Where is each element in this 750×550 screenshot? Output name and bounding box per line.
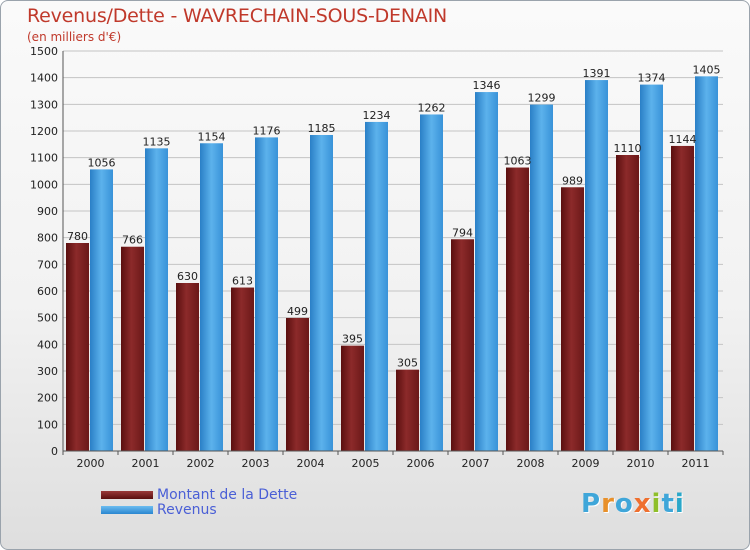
data-label-revenue: 1185 bbox=[308, 122, 336, 135]
bar-debt bbox=[231, 287, 254, 451]
bar-revenue bbox=[695, 76, 718, 451]
bar-debt bbox=[451, 239, 474, 451]
x-tick-label: 2007 bbox=[462, 457, 490, 470]
bar-debt bbox=[176, 283, 199, 451]
y-tick-label: 200 bbox=[37, 392, 58, 405]
x-tick-label: 2001 bbox=[132, 457, 160, 470]
data-label-debt: 780 bbox=[67, 230, 88, 243]
legend-label-debt: Montant de la Dette bbox=[157, 486, 298, 503]
axes: 0 100 200 300 400 500 600 700 800 900 1000 1100 1200… bbox=[30, 45, 724, 470]
legend-item-revenue: Revenus bbox=[101, 501, 297, 518]
y-tick-label: 1000 bbox=[30, 178, 58, 191]
bar-debt bbox=[286, 317, 309, 451]
bar-revenue bbox=[640, 84, 663, 451]
y-tick-label: 1400 bbox=[30, 72, 58, 85]
data-label-revenue: 1374 bbox=[638, 72, 666, 85]
bar-revenue bbox=[145, 148, 168, 452]
bar-debt bbox=[561, 187, 584, 451]
bar-debt bbox=[66, 243, 89, 451]
bar-revenue bbox=[200, 143, 223, 451]
data-label-revenue: 1234 bbox=[363, 109, 391, 122]
bar-debt bbox=[121, 246, 144, 451]
data-label-revenue: 1299 bbox=[528, 92, 556, 105]
data-label-debt: 1144 bbox=[669, 133, 697, 146]
bar-revenue bbox=[585, 80, 608, 452]
y-tick-label: 1200 bbox=[30, 125, 58, 138]
proxiti-logo: Proxiti bbox=[581, 489, 685, 519]
data-label-debt: 989 bbox=[562, 174, 583, 187]
y-tick-label: 100 bbox=[37, 418, 58, 431]
legend-item-debt: Montant de la Dette bbox=[101, 486, 298, 503]
y-tick-label: 1100 bbox=[30, 152, 58, 165]
data-label-debt: 613 bbox=[232, 275, 253, 288]
data-label-revenue: 1176 bbox=[253, 124, 281, 137]
y-tick-label: 300 bbox=[37, 365, 58, 378]
y-tick-label: 900 bbox=[37, 205, 58, 218]
bar-debt bbox=[616, 155, 639, 451]
data-label-revenue: 1056 bbox=[88, 156, 116, 169]
data-label-debt: 766 bbox=[122, 234, 143, 247]
data-label-debt: 794 bbox=[452, 226, 473, 239]
x-tick-label: 2003 bbox=[242, 457, 270, 470]
chart-title: Revenus/Dette - WAVRECHAIN-SOUS-DENAIN bbox=[27, 5, 448, 27]
data-label-debt: 305 bbox=[397, 357, 418, 370]
data-label-revenue: 1391 bbox=[583, 67, 611, 80]
x-tick-label: 2010 bbox=[627, 457, 655, 470]
data-label-debt: 395 bbox=[342, 333, 363, 346]
bar-debt bbox=[506, 167, 529, 452]
legend: Montant de la Dette Revenus bbox=[101, 486, 298, 518]
legend-swatch-revenue bbox=[101, 505, 153, 514]
grid-lines bbox=[63, 50, 723, 452]
data-label-debt: 630 bbox=[177, 270, 198, 283]
x-tick-label: 2005 bbox=[352, 457, 380, 470]
data-label-revenue: 1346 bbox=[473, 79, 501, 92]
bar-debt bbox=[341, 345, 364, 451]
y-tick-label: 600 bbox=[37, 285, 58, 298]
data-label-revenue: 1135 bbox=[143, 135, 171, 148]
data-label-revenue: 1405 bbox=[693, 63, 721, 76]
bar-revenue bbox=[365, 121, 388, 451]
data-label-debt: 499 bbox=[287, 305, 308, 318]
bar-revenue bbox=[255, 137, 278, 451]
y-tick-label: 1500 bbox=[30, 45, 58, 58]
legend-label-revenue: Revenus bbox=[157, 501, 217, 518]
y-tick-label: 400 bbox=[37, 338, 58, 351]
y-tick-label: 500 bbox=[37, 312, 58, 325]
y-tick-label: 800 bbox=[37, 232, 58, 245]
x-tick-label: 2004 bbox=[297, 457, 325, 470]
bar-revenue bbox=[90, 169, 113, 451]
y-tick-label: 700 bbox=[37, 258, 58, 271]
chart-subtitle: (en milliers d'€) bbox=[27, 30, 122, 44]
data-label-revenue: 1154 bbox=[198, 130, 226, 143]
bar-revenue bbox=[420, 114, 443, 451]
legend-swatch-debt bbox=[101, 490, 153, 499]
x-tick-label: 2002 bbox=[187, 457, 215, 470]
x-tick-label: 2006 bbox=[407, 457, 435, 470]
x-tick-label: 2011 bbox=[682, 457, 710, 470]
data-label-debt: 1110 bbox=[614, 142, 642, 155]
y-tick-label: 0 bbox=[51, 445, 58, 458]
data-label-revenue: 1262 bbox=[418, 101, 446, 114]
data-labels: 780 1056 766 1135 630 1154 613 1176 499 1185 395 12… bbox=[67, 63, 721, 369]
y-tick-label: 1300 bbox=[30, 98, 58, 111]
bar-debt bbox=[396, 369, 419, 451]
bar-debt bbox=[671, 145, 694, 451]
bar-revenue bbox=[475, 92, 498, 452]
data-label-debt: 1063 bbox=[504, 155, 532, 168]
x-tick-label: 2008 bbox=[517, 457, 545, 470]
x-tick-label: 2000 bbox=[77, 457, 105, 470]
bar-revenue bbox=[310, 135, 333, 451]
bars bbox=[66, 76, 718, 452]
x-tick-label: 2009 bbox=[572, 457, 600, 470]
bar-revenue bbox=[530, 104, 553, 451]
